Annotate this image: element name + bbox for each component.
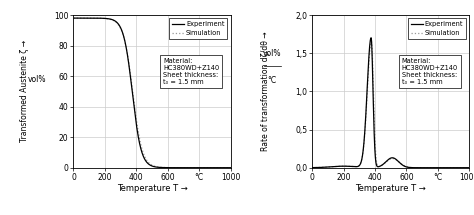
Legend: Experiment, Simulation: Experiment, Simulation bbox=[169, 18, 227, 39]
Text: vol%: vol% bbox=[263, 49, 282, 58]
X-axis label: Temperature T →: Temperature T → bbox=[117, 184, 187, 193]
Y-axis label: Rate of transformation dζ/dθ →: Rate of transformation dζ/dθ → bbox=[261, 32, 270, 151]
X-axis label: Temperature T →: Temperature T → bbox=[356, 184, 426, 193]
Text: °C: °C bbox=[268, 76, 277, 85]
Text: Material:
HC380WD+Z140
Sheet thickness:
t₀ = 1.5 mm: Material: HC380WD+Z140 Sheet thickness: … bbox=[402, 58, 458, 85]
Text: Material:
HC380WD+Z140
Sheet thickness:
t₀ = 1.5 mm: Material: HC380WD+Z140 Sheet thickness: … bbox=[163, 58, 219, 85]
Text: vol%: vol% bbox=[27, 75, 46, 84]
Legend: Experiment, Simulation: Experiment, Simulation bbox=[408, 18, 466, 39]
Y-axis label: Transformed Austenite ζ →: Transformed Austenite ζ → bbox=[20, 40, 29, 142]
